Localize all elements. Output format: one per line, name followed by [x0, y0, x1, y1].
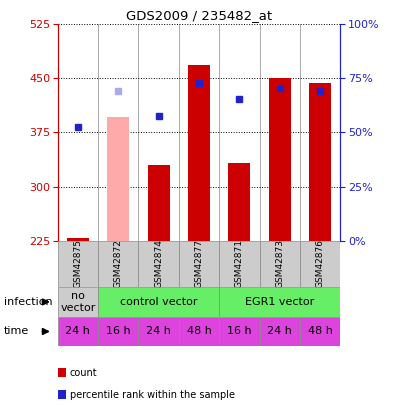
Bar — [259, 241, 300, 287]
Text: time: time — [4, 326, 29, 337]
Text: 24 h: 24 h — [267, 326, 292, 337]
Text: GSM42872: GSM42872 — [114, 239, 123, 288]
Bar — [148, 165, 170, 241]
Bar — [58, 241, 98, 287]
Text: 16 h: 16 h — [106, 326, 131, 337]
Bar — [107, 117, 129, 241]
Bar — [179, 241, 219, 287]
Bar — [219, 317, 259, 346]
Bar — [300, 241, 340, 287]
Bar — [259, 317, 300, 346]
Text: 48 h: 48 h — [308, 326, 333, 337]
Text: GSM42871: GSM42871 — [235, 239, 244, 288]
Bar — [58, 317, 98, 346]
Text: 24 h: 24 h — [65, 326, 90, 337]
Bar — [309, 83, 331, 241]
Bar — [269, 79, 291, 241]
Bar — [188, 65, 210, 241]
Bar — [98, 317, 139, 346]
Bar — [67, 239, 89, 241]
Text: no
vector: no vector — [60, 291, 96, 313]
Text: percentile rank within the sample: percentile rank within the sample — [70, 390, 235, 400]
Text: GSM42873: GSM42873 — [275, 239, 284, 288]
Title: GDS2009 / 235482_at: GDS2009 / 235482_at — [126, 9, 272, 22]
Bar — [139, 241, 179, 287]
Bar — [228, 163, 250, 241]
Text: 16 h: 16 h — [227, 326, 252, 337]
Text: GSM42874: GSM42874 — [154, 239, 163, 288]
Text: GSM42875: GSM42875 — [73, 239, 82, 288]
Bar — [219, 241, 259, 287]
Bar — [98, 241, 139, 287]
Text: control vector: control vector — [120, 297, 197, 307]
Text: 48 h: 48 h — [187, 326, 211, 337]
Text: infection: infection — [4, 297, 53, 307]
Bar — [219, 287, 340, 317]
Bar — [98, 287, 219, 317]
Bar — [139, 317, 179, 346]
Bar — [300, 317, 340, 346]
Text: 24 h: 24 h — [146, 326, 171, 337]
Text: GSM42877: GSM42877 — [195, 239, 203, 288]
Bar — [179, 317, 219, 346]
Text: EGR1 vector: EGR1 vector — [245, 297, 314, 307]
Bar — [58, 287, 98, 317]
Text: count: count — [70, 368, 97, 377]
Text: GSM42876: GSM42876 — [316, 239, 325, 288]
